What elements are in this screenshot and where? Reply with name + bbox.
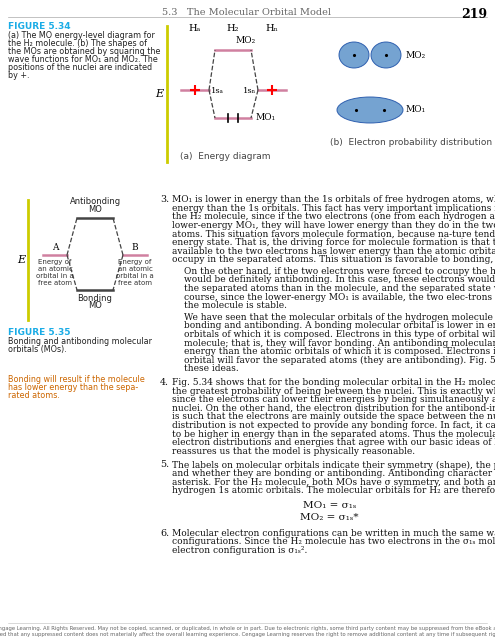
Text: 219: 219 [461, 8, 487, 21]
Text: asterisk. For the H₂ molecule, both MOs have σ symmetry, and both are constructe: asterisk. For the H₂ molecule, both MOs … [172, 477, 495, 486]
Text: Copyright 2010 Cengage Learning. All Rights Reserved. May not be copied, scanned: Copyright 2010 Cengage Learning. All Rig… [0, 626, 495, 631]
Text: free atom: free atom [38, 280, 72, 286]
Text: MO₂: MO₂ [405, 51, 425, 60]
Text: occupy in the separated atoms. This situation is favorable to bonding, or probon: occupy in the separated atoms. This situ… [172, 255, 495, 264]
Text: Hₐ: Hₐ [189, 24, 201, 33]
Text: 1sₐ: 1sₐ [211, 87, 224, 95]
Text: electron configuration is σ₁ₛ².: electron configuration is σ₁ₛ². [172, 546, 307, 555]
Text: electron distributions and energies that agree with our basic ideas of bonding. : electron distributions and energies that… [172, 438, 495, 447]
Text: energy state. That is, the driving force for molecule formation is that the mole: energy state. That is, the driving force… [172, 238, 495, 247]
Text: the H₂ molecule, since if the two electrons (one from each hydrogen atom) occupy: the H₂ molecule, since if the two electr… [172, 212, 495, 221]
Text: Hₙ: Hₙ [265, 24, 278, 33]
Text: would be definitely antibonding. In this case, these electrons would have lower : would be definitely antibonding. In this… [184, 275, 495, 284]
Text: E: E [155, 89, 163, 99]
Text: Antibonding: Antibonding [69, 197, 121, 206]
Text: the MOs are obtained by squaring the: the MOs are obtained by squaring the [8, 47, 160, 56]
Text: The labels on molecular orbitals indicate their symmetry (shape), the parent ato: The labels on molecular orbitals indicat… [172, 460, 495, 470]
Text: A: A [52, 243, 58, 252]
Text: to be higher in energy than in the separated atoms. Thus the molecular orbital m: to be higher in energy than in the separ… [172, 429, 495, 438]
Text: and whether they are bonding or antibonding. Antibonding character is in-dicated: and whether they are bonding or antibond… [172, 469, 495, 478]
Text: 6.: 6. [160, 529, 169, 538]
Ellipse shape [371, 42, 401, 68]
Text: Bonding will result if the molecule: Bonding will result if the molecule [8, 375, 145, 384]
Text: FIGURE 5.35: FIGURE 5.35 [8, 328, 70, 337]
Text: MO₁: MO₁ [255, 113, 275, 122]
Text: On the other hand, if the two electrons were forced to occupy the higher-energy : On the other hand, if the two electrons … [184, 267, 495, 276]
Text: Energy of: Energy of [118, 259, 151, 265]
Text: Bonding and antibonding molecular: Bonding and antibonding molecular [8, 337, 152, 346]
Text: orbital in a: orbital in a [116, 273, 154, 279]
Text: distribution is not expected to provide any bonding force. In fact, it causes th: distribution is not expected to provide … [172, 421, 495, 430]
Text: molecule; that is, they will favor bonding. An antibonding molecular orbital is : molecule; that is, they will favor bondi… [184, 339, 495, 348]
Text: the greatest probability of being between the nuclei. This is exactly what we wo: the greatest probability of being betwee… [172, 387, 495, 396]
Text: the molecule is stable.: the molecule is stable. [184, 301, 287, 310]
Text: atoms. This situation favors molecule formation, because na-ture tends to seek t: atoms. This situation favors molecule fo… [172, 229, 495, 238]
Text: since the electrons can lower their energies by being simultaneously attracted b: since the electrons can lower their ener… [172, 395, 495, 404]
Text: rated atoms.: rated atoms. [8, 391, 60, 400]
Text: (a)  Energy diagram: (a) Energy diagram [180, 152, 270, 161]
Text: MO₁ is lower in energy than the 1s orbitals of free hydrogen atoms, while MO₂ is: MO₁ is lower in energy than the 1s orbit… [172, 195, 495, 204]
Text: (b)  Electron probability distribution: (b) Electron probability distribution [330, 138, 492, 147]
Text: 5.: 5. [160, 460, 169, 469]
Text: MO: MO [88, 205, 102, 214]
Text: Bonding: Bonding [78, 294, 112, 303]
Text: is such that the electrons are mainly outside the space between the nuclei. This: is such that the electrons are mainly ou… [172, 412, 495, 421]
Text: positions of the nuclei are indicated: positions of the nuclei are indicated [8, 63, 152, 72]
Text: MO₁ = σ₁ₛ: MO₁ = σ₁ₛ [303, 500, 356, 510]
Text: energy than the atomic orbitals of which it is composed. Electrons in this type : energy than the atomic orbitals of which… [184, 347, 495, 356]
Text: bonding and antibonding. A bonding molecular orbital is lower in energy than the: bonding and antibonding. A bonding molec… [184, 321, 495, 330]
Text: FIGURE 5.34: FIGURE 5.34 [8, 22, 71, 31]
Text: Energy of: Energy of [38, 259, 72, 265]
Text: energy than the 1s orbitals. This fact has very important implications for the s: energy than the 1s orbitals. This fact h… [172, 204, 495, 212]
Text: the separated atoms than in the molecule, and the separated state would be favor: the separated atoms than in the molecule… [184, 284, 495, 293]
Text: course, since the lower-energy MO₁ is available, the two elec-trons occupy that : course, since the lower-energy MO₁ is av… [184, 292, 495, 301]
Text: wave functions for MO₁ and MO₂. The: wave functions for MO₁ and MO₂. The [8, 55, 158, 64]
Text: 3.: 3. [160, 195, 169, 204]
Text: B: B [132, 243, 138, 252]
Text: an atomic: an atomic [38, 266, 72, 272]
Text: available to the two electrons has lower energy than the atomic orbitals these e: available to the two electrons has lower… [172, 246, 495, 255]
Text: an atomic: an atomic [118, 266, 152, 272]
Text: the H₂ molecule. (b) The shapes of: the H₂ molecule. (b) The shapes of [8, 39, 147, 48]
Text: 1sₙ: 1sₙ [243, 87, 256, 95]
Text: Fig. 5.34 shows that for the bonding molecular orbital in the H₂ molecule the el: Fig. 5.34 shows that for the bonding mol… [172, 378, 495, 387]
Text: MO₁: MO₁ [405, 106, 425, 115]
Text: orbital in a: orbital in a [36, 273, 74, 279]
Text: reassures us that the model is physically reasonable.: reassures us that the model is physicall… [172, 447, 415, 456]
Text: We have seen that the molecular orbitals of the hydrogen molecule fall into two : We have seen that the molecular orbitals… [184, 313, 495, 322]
Text: by +.: by +. [8, 71, 30, 80]
Text: nuclei. On the other hand, the electron distribution for the antibond-ing molecu: nuclei. On the other hand, the electron … [172, 404, 495, 413]
Text: orbitals (MOs).: orbitals (MOs). [8, 345, 67, 354]
Text: Editorial review has deemed that any suppressed content does not materially affe: Editorial review has deemed that any sup… [0, 632, 495, 637]
Text: orbital will favor the separated atoms (they are antibonding). Fig. 5.35 illustr: orbital will favor the separated atoms (… [184, 356, 495, 365]
Text: MO₂ = σ₁ₛ*: MO₂ = σ₁ₛ* [300, 513, 359, 522]
Text: MO₂: MO₂ [235, 36, 255, 45]
Text: orbitals of which it is composed. Electrons in this type of orbital will favor t: orbitals of which it is composed. Electr… [184, 330, 495, 339]
Text: E: E [17, 255, 25, 265]
Ellipse shape [337, 97, 403, 123]
Ellipse shape [339, 42, 369, 68]
Text: configurations. Since the H₂ molecule has two electrons in the σ₁ₛ molec-ular or: configurations. Since the H₂ molecule ha… [172, 538, 495, 547]
Text: 5.3   The Molecular Orbital Model: 5.3 The Molecular Orbital Model [162, 8, 332, 17]
Text: (a) The MO energy-level diagram for: (a) The MO energy-level diagram for [8, 31, 155, 40]
Text: MO: MO [88, 301, 102, 310]
Text: free atom: free atom [118, 280, 152, 286]
Text: these ideas.: these ideas. [184, 364, 239, 373]
Text: hydrogen 1s atomic orbitals. The molecular orbitals for H₂ are therefore labeled: hydrogen 1s atomic orbitals. The molecul… [172, 486, 495, 495]
Text: has lower energy than the sepa-: has lower energy than the sepa- [8, 383, 138, 392]
Text: Molecular electron configurations can be written in much the same way as atomic : Molecular electron configurations can be… [172, 529, 495, 538]
Text: lower-energy MO₁, they will have lower energy than they do in the two separate h: lower-energy MO₁, they will have lower e… [172, 221, 495, 230]
Text: 4.: 4. [160, 378, 169, 387]
Text: H₂: H₂ [227, 24, 239, 33]
